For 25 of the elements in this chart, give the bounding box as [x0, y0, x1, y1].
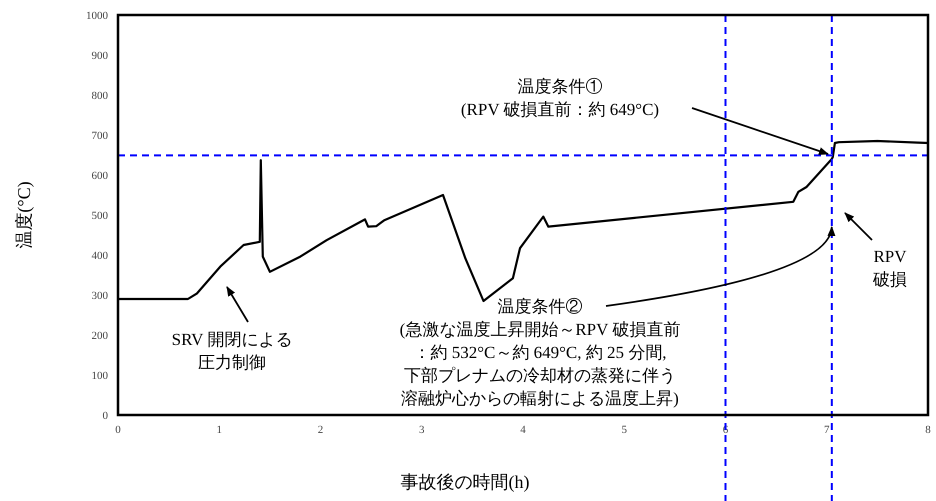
- x-tick-label: 8: [925, 424, 932, 436]
- annotation: SRV 開閉による圧力制御: [172, 330, 292, 372]
- x-tick-label: 7: [824, 424, 830, 436]
- x-axis-title: 事故後の時間(h): [400, 472, 530, 492]
- y-tick-label: 700: [92, 130, 108, 142]
- annotation: 温度条件①(RPV 破損直前：約 649°C): [460, 77, 660, 119]
- y-tick-label: 300: [92, 290, 108, 302]
- y-tick-label: 500: [92, 210, 108, 222]
- x-tick-label: 4: [520, 424, 526, 436]
- y-tick-label: 600: [92, 170, 108, 182]
- annotation: 温度条件②(急激な温度上昇開始～RPV 破損直前：約 532°C～約 649°C, 約 25 分間,下部プレナムの冷却材の蒸発に伴う溶融炉心からの輻射による温度上昇): [400, 297, 680, 408]
- y-tick-label: 800: [92, 90, 108, 102]
- y-tick-label: 1000: [86, 10, 108, 22]
- y-tick-label: 0: [102, 410, 108, 422]
- y-tick-label: 200: [92, 330, 108, 342]
- y-tick-label: 100: [92, 370, 108, 382]
- annotation: RPV破損: [873, 247, 907, 289]
- y-tick-label: 900: [92, 50, 108, 62]
- x-tick-label: 0: [115, 424, 122, 436]
- y-axis-title: 温度(°C): [14, 181, 34, 249]
- x-tick-label: 1: [216, 424, 222, 436]
- x-tick-label: 5: [622, 424, 628, 436]
- x-tick-label: 2: [318, 424, 324, 436]
- y-tick-label: 400: [92, 250, 108, 262]
- x-tick-label: 3: [419, 424, 425, 436]
